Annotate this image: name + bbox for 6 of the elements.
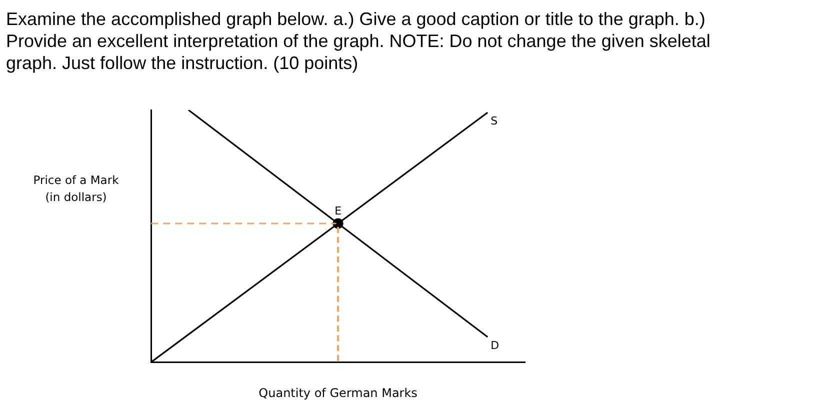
x-axis-title: Quantity of German Marks bbox=[258, 386, 418, 400]
series-label: S bbox=[490, 114, 498, 128]
series-label: E bbox=[334, 204, 342, 218]
chart-title: Examine the accomplished graph below. a.) Give a good caption or title to the graph. b.) Provide an excellent interpretation of the graph. NOTE: Do not change the given skeletal graph. Just follow the instruction. (10 points) bbox=[6, 8, 712, 74]
series-label: D bbox=[490, 338, 500, 352]
y-axis-title: Price of a Mark (in dollars) bbox=[32, 172, 120, 206]
